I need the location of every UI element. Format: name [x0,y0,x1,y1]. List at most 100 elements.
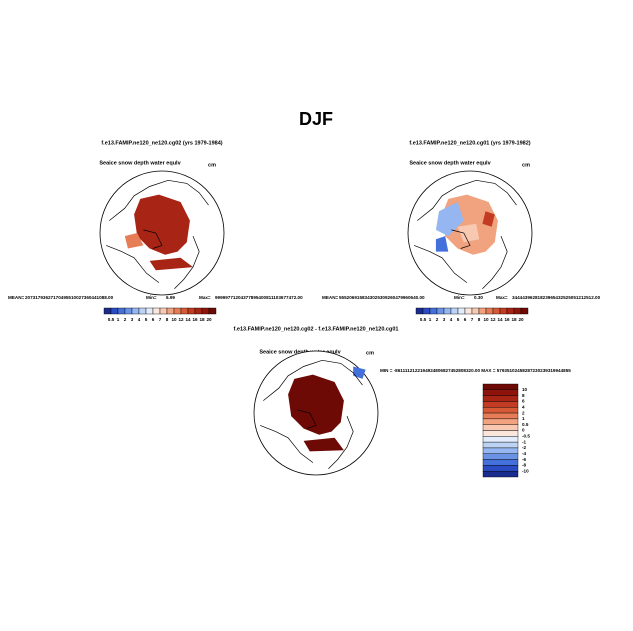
colorbar-label: -4 [522,451,527,456]
colorbar-label: 6 [522,399,525,404]
colorbar-box [443,307,452,315]
colorbar-box [422,307,431,315]
stats-value: 6.99 [166,295,175,300]
coastline [414,245,468,283]
colorbar-box [429,307,438,315]
colorbar-box [499,307,508,315]
stats-label: Min= [146,295,157,300]
panel-title: f.e13.FAMIP.ne120_ne120.cg02 (yrs 1979-1… [101,140,222,146]
main-title: DJF [299,109,333,129]
colorbar-label: 7 [471,317,474,322]
colorbar-box [482,401,519,408]
coastline [106,245,160,283]
colorbar-box [131,307,140,315]
coastline [143,229,163,249]
coastline [174,235,200,290]
colorbar-label: 3 [443,317,446,322]
colorbar-label: 10 [522,387,528,392]
colorbar-label: 7 [159,317,162,322]
colorbar-label: -2 [522,445,527,450]
colorbar-box [482,465,519,472]
sea-ice [482,211,495,227]
colorbar-box [415,307,424,315]
colorbar-label: 20 [518,317,524,322]
colorbar-box [166,307,175,315]
colorbar-box [482,412,519,420]
colorbar-label: 2 [522,410,525,415]
colorbar-box [173,307,182,315]
panel-title: f.e13.FAMIP.ne120_ne120.cg01 (yrs 1979-1… [409,140,530,146]
colorbar-box [138,307,147,315]
coastline [260,425,314,463]
stats-label: Max= [496,295,508,300]
panel-title: f.e13.FAMIP.ne120_ne120.cg02 - f.e13.FAM… [234,326,399,332]
colorbar-label: 0.5 [420,317,427,322]
colorbar-box [506,307,515,315]
colorbar-label: 6 [152,317,155,322]
colorbar-box [482,441,519,449]
polar-map [99,170,225,296]
colorbar-label: 8 [478,317,481,322]
colorbar-label: 0 [522,428,525,433]
stats-label: Max= [199,295,211,300]
colorbar-label: 1 [429,317,432,322]
coastline [451,229,471,249]
field-label: Seaice snow depth water equlv [259,349,341,355]
sea-ice [288,374,344,435]
colorbar-label: 4 [450,317,453,322]
sea-ice [457,223,480,243]
colorbar-label: 14 [185,317,191,322]
colorbar-box [201,307,210,315]
colorbar-box [457,307,466,315]
units-label: cm [208,162,216,168]
stats-label: Min= [454,295,465,300]
sea-ice [353,366,366,379]
sea-ice [435,236,449,252]
colorbar-label: 12 [178,317,184,322]
sea-ice [124,233,144,249]
colorbar-box [124,307,133,315]
colorbar-label: 10 [483,317,489,322]
coastline [297,409,317,429]
colorbar-label: -10 [522,468,529,473]
coastline [263,359,363,401]
stats-label: MEAN= [322,295,339,300]
colorbar-box [464,307,473,315]
colorbar-box [110,307,119,315]
colorbar-box [152,307,161,315]
colorbar-box [482,383,519,391]
field-label: Seaice snow depth water equlv [409,160,491,166]
polar-map [407,170,533,296]
sea-ice [149,257,193,271]
colorbar-box [482,459,519,466]
polar-map [253,350,379,476]
colorbar-box [482,407,519,414]
stats-text: MIN = -8611112122194924806827452808320.0… [380,368,571,373]
sea-ice [134,194,190,255]
colorbar-box [482,436,519,443]
colorbar-box [478,307,487,315]
colorbar-label: 18 [511,317,517,322]
stats-value: 5552069158343025309260479960640.00 [339,295,425,300]
colorbar-label: 4 [138,317,141,322]
coastline [417,179,517,221]
colorbar-label: 4 [522,404,525,409]
colorbar-box [485,307,494,315]
coastline [109,179,209,221]
field-label: Seaice snow depth water equlv [99,160,181,166]
colorbar-label: -6 [522,457,527,462]
colorbar-box [180,307,189,315]
sea-ice [303,437,344,452]
colorbar-label: 6 [464,317,467,322]
colorbar-box [208,307,217,315]
colorbar-box [482,430,519,437]
colorbar-box [482,470,519,478]
colorbar-box [159,307,168,315]
stats-value: 20731793627170495510027360441088.00 [25,295,114,300]
colorbar-box [513,307,522,315]
colorbar-label: 14 [497,317,503,322]
colorbar-box [482,395,519,402]
colorbar-label: 8 [522,393,525,398]
colorbar-label: 2 [436,317,439,322]
